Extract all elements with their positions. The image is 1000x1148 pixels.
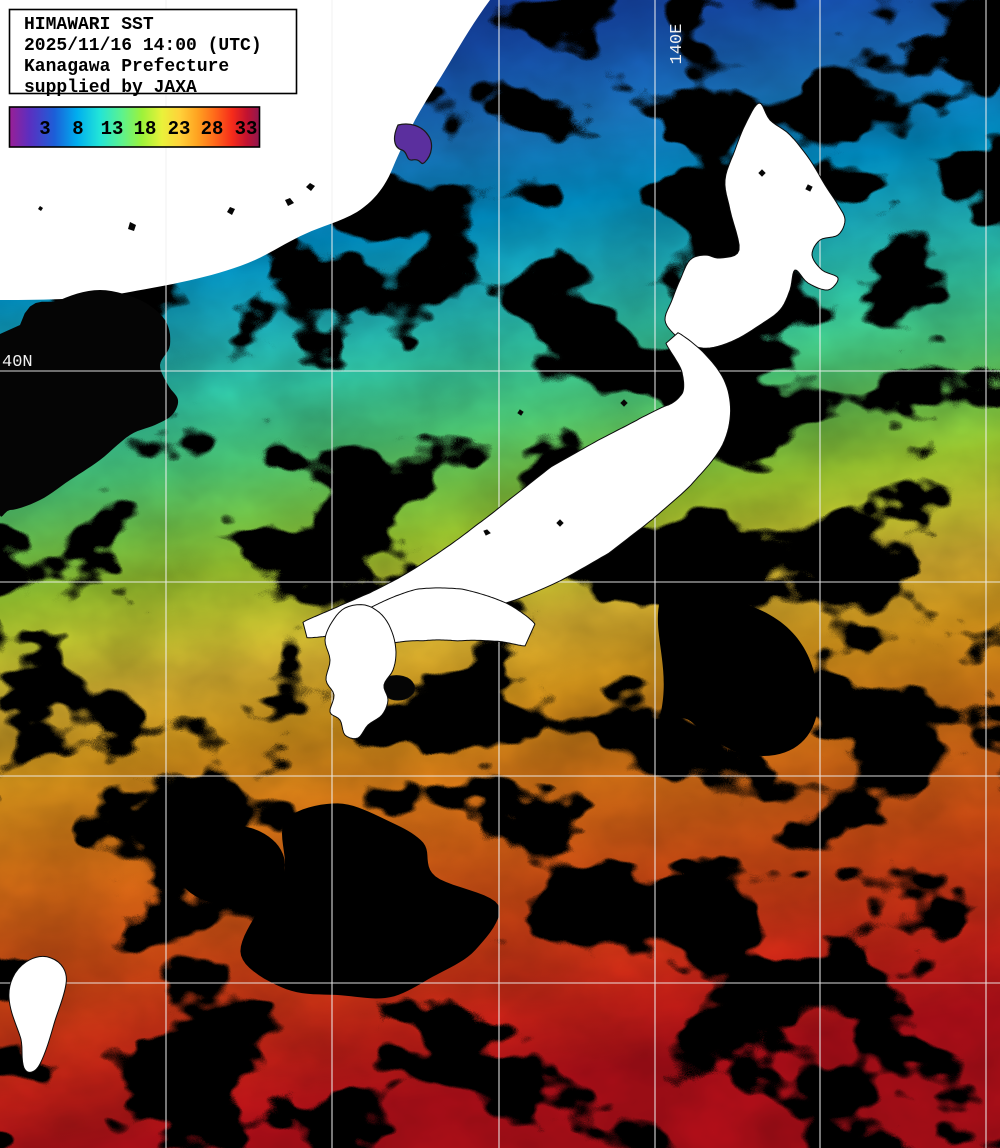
svg-text:supplied by JAXA: supplied by JAXA	[24, 78, 197, 98]
svg-text:140E: 140E	[668, 24, 687, 65]
svg-text:18: 18	[134, 118, 157, 140]
svg-text:33: 33	[235, 118, 258, 140]
svg-text:8: 8	[72, 118, 83, 140]
svg-text:Kanagawa Prefecture: Kanagawa Prefecture	[24, 57, 229, 77]
svg-text:3: 3	[39, 118, 50, 140]
svg-text:2025/11/16 14:00 (UTC): 2025/11/16 14:00 (UTC)	[24, 36, 262, 56]
svg-text:13: 13	[101, 118, 124, 140]
svg-text:28: 28	[201, 118, 224, 140]
svg-text:23: 23	[168, 118, 191, 140]
svg-text:40N: 40N	[2, 353, 33, 372]
svg-text:HIMAWARI SST: HIMAWARI SST	[24, 15, 154, 35]
